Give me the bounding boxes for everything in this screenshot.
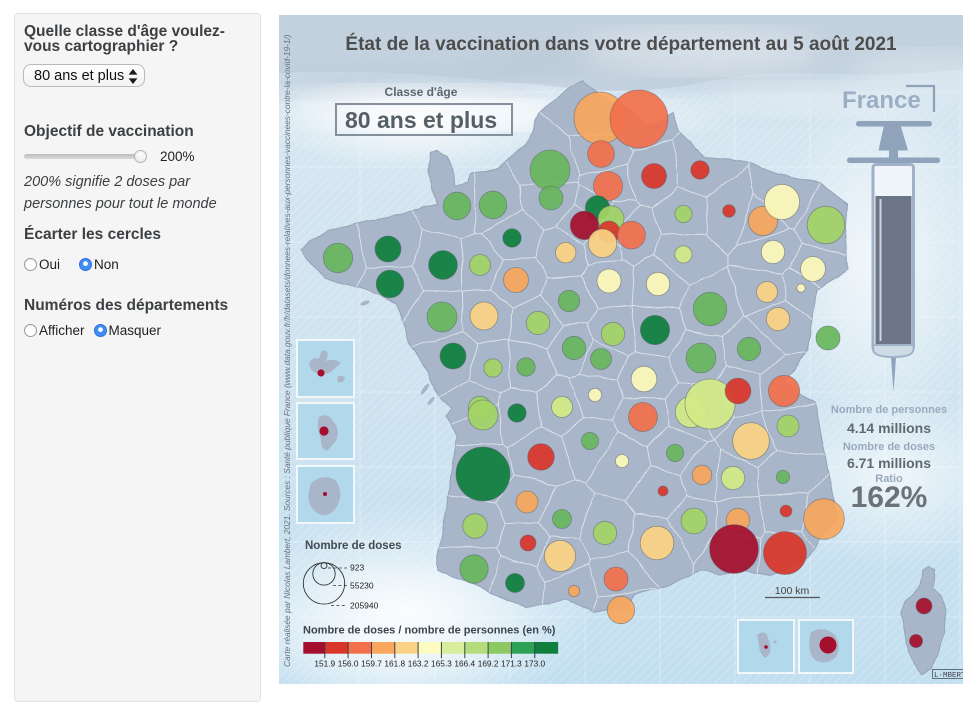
svg-text:Ratio: Ratio bbox=[875, 473, 903, 485]
svg-text:161.8: 161.8 bbox=[384, 659, 405, 669]
svg-text:159.7: 159.7 bbox=[361, 659, 382, 669]
svg-text:100 km: 100 km bbox=[775, 585, 810, 597]
svg-text:173.0: 173.0 bbox=[524, 659, 545, 669]
svg-text:163.2: 163.2 bbox=[408, 659, 429, 669]
svg-text:4.14 millions: 4.14 millions bbox=[847, 420, 931, 436]
svg-text:171.3: 171.3 bbox=[501, 659, 522, 669]
svg-text:Nombre de doses: Nombre de doses bbox=[305, 540, 402, 552]
svg-text:France: France bbox=[842, 87, 921, 114]
svg-text:L·MBERT: L·MBERT bbox=[934, 672, 963, 680]
svg-text:205940: 205940 bbox=[350, 601, 379, 611]
svg-text:151.9: 151.9 bbox=[314, 659, 335, 669]
svg-text:169.2: 169.2 bbox=[478, 659, 499, 669]
svg-text:État de la vaccination dans vo: État de la vaccination dans votre départ… bbox=[345, 33, 897, 55]
svg-text:Carte réalisée par Nicolas Lam: Carte réalisée par Nicolas Lambert, 2021… bbox=[282, 34, 292, 667]
svg-text:Classe d'âge: Classe d'âge bbox=[385, 85, 458, 99]
svg-text:165.3: 165.3 bbox=[431, 659, 452, 669]
svg-text:Nombre de doses: Nombre de doses bbox=[843, 441, 935, 453]
svg-text:166.4: 166.4 bbox=[454, 659, 475, 669]
svg-text:162%: 162% bbox=[851, 481, 928, 514]
svg-text:Nombre de doses / nombre de pe: Nombre de doses / nombre de personnes (e… bbox=[303, 625, 556, 637]
svg-text:Nombre de personnes: Nombre de personnes bbox=[831, 404, 947, 416]
svg-text:55230: 55230 bbox=[350, 581, 374, 591]
svg-text:6.71 millions: 6.71 millions bbox=[847, 455, 931, 471]
svg-text:156.0: 156.0 bbox=[338, 659, 359, 669]
svg-text:923: 923 bbox=[350, 563, 364, 573]
svg-text:80 ans et plus: 80 ans et plus bbox=[345, 107, 497, 133]
